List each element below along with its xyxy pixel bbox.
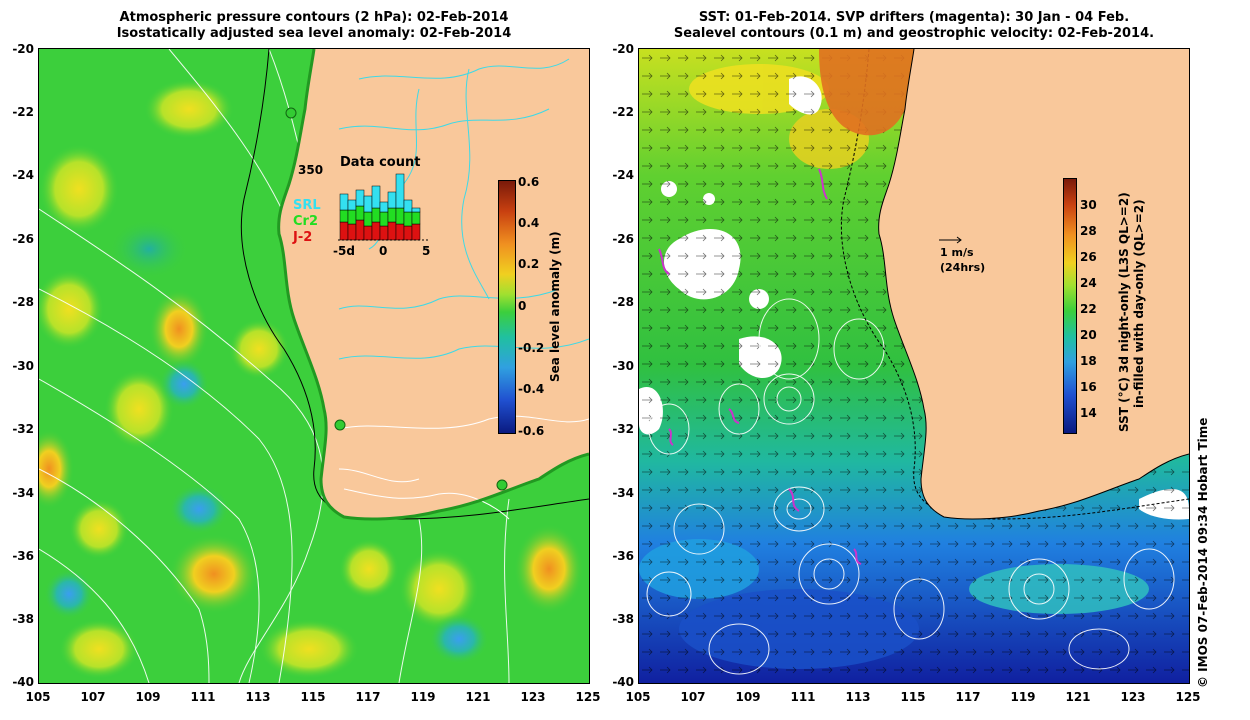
hist-bars [339, 173, 421, 241]
x-tick-label: 121 [1065, 690, 1091, 704]
scale-arrow-sublabel: (24hrs) [940, 261, 986, 274]
colorbar-label: Sea level anomaly (m) [548, 231, 562, 382]
right-map [638, 48, 1190, 684]
x-tick-label: 107 [80, 690, 106, 704]
y-tick-label: -26 [612, 232, 634, 246]
coastline [277, 49, 589, 521]
inset-histogram [338, 173, 428, 241]
x-tick-label: 111 [790, 690, 816, 704]
x-tick-label: 109 [135, 690, 161, 704]
legend-cr2: Cr2 [293, 214, 318, 229]
legend-srl: SRL [293, 198, 321, 213]
coastline [878, 49, 1189, 520]
x-tick-label: 125 [1175, 690, 1201, 704]
y-tick-label: -28 [612, 295, 634, 309]
right-title-line1: SST: 01-Feb-2014. SVP drifters (magenta)… [698, 10, 1130, 25]
x-tick-label: 109 [735, 690, 761, 704]
colorbar-tick: -0.6 [518, 424, 545, 438]
land-pressure-contours [338, 415, 589, 520]
x-tick-label: 119 [1010, 690, 1036, 704]
x-tick-label: 119 [410, 690, 436, 704]
y-tick-label: -34 [612, 486, 634, 500]
colorbar-label-line1: SST (°C) 3d night-only (L3S QL>=2) [1117, 192, 1131, 432]
colorbar-tick: 14 [1080, 406, 1097, 420]
right-title-line2: Sealevel contours (0.1 m) and geostrophi… [673, 26, 1155, 41]
colorbar-tick: 0.6 [518, 175, 540, 189]
x-tick-label: 105 [25, 690, 51, 704]
legend-j2: J-2 [293, 230, 313, 245]
y-tick-label: -36 [12, 549, 34, 563]
inset-x-tick: -5d [333, 244, 355, 258]
x-tick-label: 125 [575, 690, 601, 704]
y-tick-label: -32 [612, 422, 634, 436]
x-tick-label: 107 [680, 690, 706, 704]
tide-gauge-marker [496, 479, 508, 491]
colorbar-tick: 26 [1080, 250, 1097, 264]
x-tick-label: 105 [625, 690, 651, 704]
inset-ymax-label: 350 [298, 163, 324, 177]
colorbar-tick: 18 [1080, 354, 1097, 368]
x-tick-label: 111 [190, 690, 216, 704]
velocity-scale-arrow [939, 236, 962, 244]
scale-arrow-label: 1 m/s [940, 246, 974, 259]
y-tick-label: -36 [612, 549, 634, 563]
x-tick-label: 117 [355, 690, 381, 704]
north-warm-sst [819, 49, 914, 136]
land-mass [878, 49, 1189, 519]
sealevel-contours [646, 298, 1175, 675]
colorbar-tick: 30 [1080, 198, 1097, 212]
tide-gauge-marker [285, 107, 297, 119]
y-tick-label: -34 [12, 486, 34, 500]
y-tick-label: -24 [612, 168, 634, 182]
colorbar-tick: 0 [518, 299, 527, 313]
left-title-line1: Atmospheric pressure contours (2 hPa): 0… [119, 10, 509, 25]
inset-x-tick: 0 [379, 244, 388, 258]
colorbar-tick: 16 [1080, 380, 1097, 394]
shelf-contour [240, 49, 589, 520]
x-tick-label: 113 [245, 690, 271, 704]
sla-anomaly-blobs [39, 79, 584, 679]
left-title-line2: Isostatically adjusted sea level anomaly… [116, 26, 512, 41]
y-tick-label: -24 [12, 168, 34, 182]
y-tick-label: -30 [612, 359, 634, 373]
tide-gauge-marker [334, 419, 346, 431]
imos-credit: © IMOS 07-Feb-2014 09:34 Hobart Time [1196, 417, 1210, 688]
y-tick-label: -38 [12, 612, 34, 626]
colorbar-tick: -0.2 [518, 341, 545, 355]
x-tick-label: 113 [845, 690, 871, 704]
shelf-contour [840, 49, 1189, 520]
y-tick-label: -22 [612, 105, 634, 119]
inset-x-tick: 5 [422, 244, 431, 258]
x-tick-label: 115 [900, 690, 926, 704]
y-tick-label: -20 [12, 42, 34, 56]
y-tick-label: -28 [12, 295, 34, 309]
y-tick-label: -26 [12, 232, 34, 246]
colorbar-tick: 0.4 [518, 216, 540, 230]
colorbar-tick: 28 [1080, 224, 1097, 238]
y-tick-label: -32 [12, 422, 34, 436]
x-tick-label: 115 [300, 690, 326, 704]
colorbar-tick: 22 [1080, 302, 1097, 316]
y-tick-label: -20 [612, 42, 634, 56]
y-tick-label: -30 [12, 359, 34, 373]
y-tick-label: -22 [12, 105, 34, 119]
x-tick-label: 123 [520, 690, 546, 704]
x-tick-label: 121 [465, 690, 491, 704]
y-tick-label: -40 [12, 675, 34, 689]
colorbar-tick: 0.2 [518, 257, 540, 271]
svp-drifter-tracks [658, 168, 862, 565]
inset-title: Data count [340, 155, 421, 170]
pressure-contours [39, 49, 510, 683]
y-tick-label: -38 [612, 612, 634, 626]
y-tick-label: -40 [612, 675, 634, 689]
colorbar-tick: 24 [1080, 276, 1097, 290]
x-tick-label: 123 [1120, 690, 1146, 704]
x-tick-label: 117 [955, 690, 981, 704]
colorbar-label-line2: in-filled with day-only (QL>=2) [1132, 199, 1146, 408]
colorbar-tick: 20 [1080, 328, 1097, 342]
colorbar-tick: -0.4 [518, 382, 545, 396]
